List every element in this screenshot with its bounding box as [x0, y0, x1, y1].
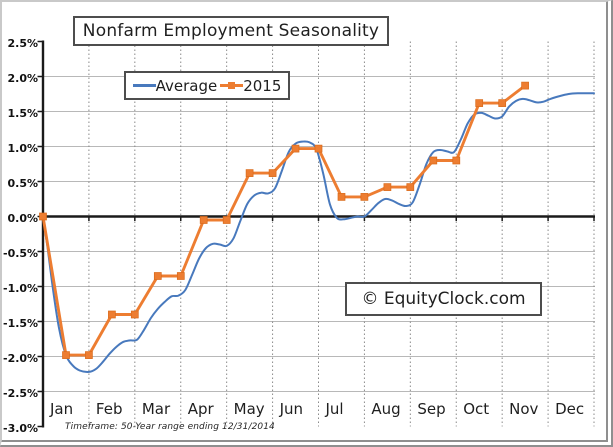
- series-2015-sample-icon: [220, 81, 244, 90]
- y-axis-tick-label: -1.0%: [3, 281, 39, 295]
- series-2015-marker: [337, 193, 346, 201]
- x-axis-month-label: Jul: [325, 400, 344, 418]
- y-axis-tick-label: -2.0%: [3, 351, 39, 365]
- series-2015-marker: [360, 193, 369, 201]
- series-2015-marker: [85, 351, 93, 359]
- y-axis-tick-label: 2.5%: [7, 36, 38, 50]
- series-2015-marker: [199, 216, 208, 224]
- x-axis-month-label: Oct: [463, 400, 490, 418]
- y-axis-tick-label: 2.0%: [7, 71, 38, 85]
- series-2015-marker: [406, 183, 415, 191]
- series-2015-marker: [498, 99, 507, 107]
- series-2015-marker: [62, 351, 70, 359]
- footnote-text: Timeframe: 50-Year range ending 12/31/20…: [65, 422, 275, 432]
- series-2015-marker: [108, 310, 116, 319]
- series-2015-marker: [314, 144, 323, 153]
- x-axis-month-label: Jun: [279, 400, 304, 418]
- series-2015-marker: [268, 169, 277, 177]
- x-axis-month-label: Aug: [371, 400, 401, 418]
- chart-title-box: Nonfarm Employment Seasonality: [73, 16, 389, 46]
- y-axis-tick-label: 1.5%: [7, 106, 38, 120]
- series-2015-marker: [452, 156, 461, 165]
- legend-label-2015: 2015: [243, 76, 282, 95]
- y-axis-tick-label: -0.5%: [3, 246, 39, 260]
- series-2015-marker: [39, 212, 47, 221]
- series-2015-marker: [130, 310, 139, 319]
- legend-item-2015: 2015: [220, 77, 281, 95]
- y-axis-tick-label: -3.0%: [3, 421, 39, 435]
- series-2015-marker: [475, 99, 484, 107]
- x-axis-month-label: Dec: [555, 400, 585, 418]
- series-2015-marker: [245, 169, 254, 177]
- x-axis-month-label: Nov: [509, 400, 539, 418]
- series-2015-marker: [222, 216, 231, 224]
- x-axis-month-label: Sep: [417, 400, 446, 418]
- y-axis-tick-label: 0.5%: [7, 176, 38, 190]
- legend-label-average: Average: [155, 76, 218, 95]
- y-axis-tick-labels: 2.5% 2.0% 1.5% 1.0% 0.5% 0.0% -0.5% -1.0% -1.5% -…: [2, 2, 38, 440]
- x-axis-month-labels: Jan Feb Mar Apr May Jun Jul Aug Sep Oct Nov Dec: [2, 400, 606, 420]
- x-axis-month-label: Apr: [187, 400, 214, 418]
- average-series-line: [42, 92, 595, 373]
- y-axis-tick-label: -1.5%: [3, 316, 39, 330]
- series-2015-marker: [429, 156, 438, 165]
- x-axis-month-label: Mar: [141, 400, 171, 418]
- series-2015-marker: [176, 272, 185, 280]
- x-axis-month-label: Jan: [50, 400, 74, 418]
- series-2015-marker: [153, 272, 162, 280]
- series-2015-marker: [291, 144, 300, 153]
- series-2015-marker: [383, 183, 392, 191]
- y-axis-tick-label: 0.0%: [7, 211, 38, 225]
- legend-item-average: Average: [132, 76, 218, 95]
- y-axis-tick-label: 1.0%: [7, 141, 38, 155]
- legend: Average 2015: [124, 71, 290, 100]
- average-line-sample-icon: [132, 81, 156, 90]
- watermark-box: © EquityClock.com: [345, 282, 542, 316]
- chart-title: Nonfarm Employment Seasonality: [82, 21, 380, 41]
- y-axis-tick-label: -2.5%: [3, 386, 39, 400]
- series-2015-line: [41, 84, 526, 357]
- series-2015-marker: [521, 81, 529, 90]
- watermark-text: © EquityClock.com: [361, 289, 526, 309]
- x-axis-month-label: May: [233, 400, 265, 418]
- x-axis-month-label: Feb: [95, 400, 123, 418]
